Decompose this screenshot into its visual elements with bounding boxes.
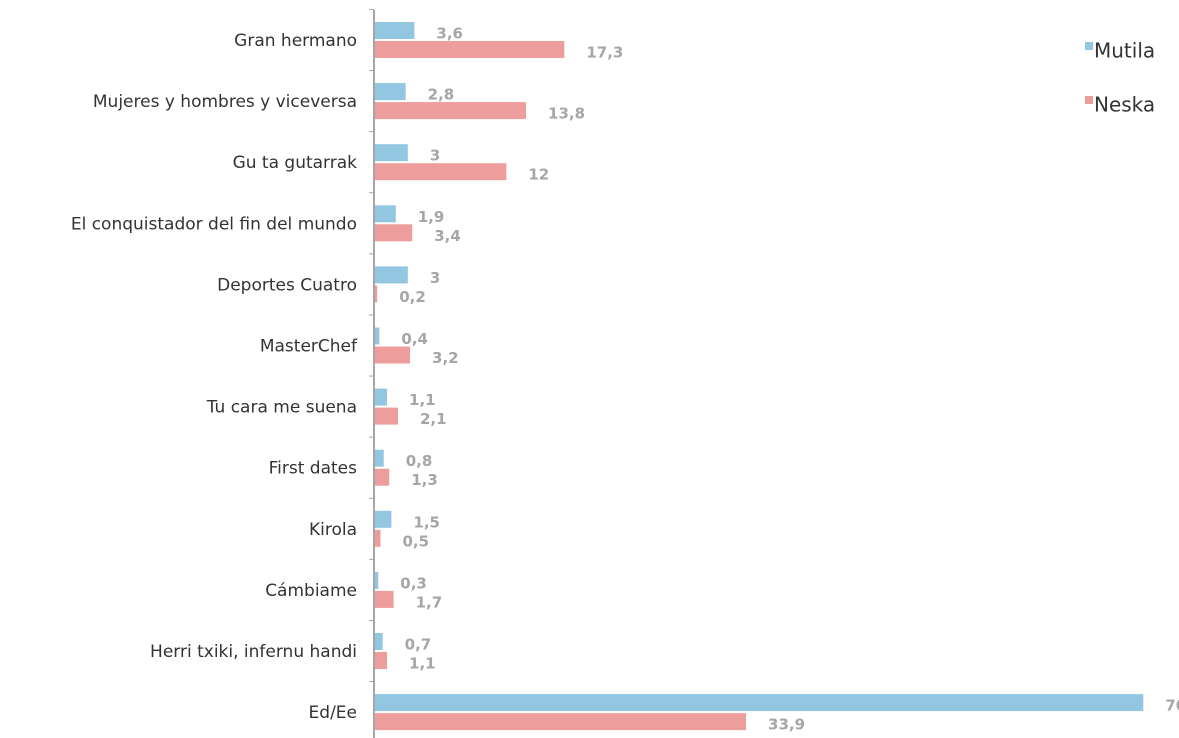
- value-label: 3: [430, 269, 440, 287]
- bar: [375, 407, 398, 425]
- value-label: 0,7: [405, 636, 432, 654]
- bar: [375, 224, 413, 242]
- legend-swatch: [1085, 96, 1093, 104]
- bar: [375, 327, 380, 345]
- bar: [375, 388, 388, 406]
- bar: [375, 266, 408, 284]
- category-label: Mujeres y hombres y viceversa: [93, 92, 357, 112]
- bar: [375, 163, 507, 181]
- value-label: 0,8: [406, 452, 433, 470]
- value-label: 1,7: [416, 593, 443, 611]
- legend-swatch: [1085, 42, 1093, 50]
- value-label: 1,1: [409, 655, 436, 673]
- bar: [375, 102, 527, 120]
- legend-label: Mutila: [1094, 39, 1155, 63]
- bar: [375, 590, 394, 608]
- value-label: 3,2: [432, 349, 459, 367]
- value-label: 3: [430, 147, 440, 165]
- category-label: Gran hermano: [234, 31, 357, 51]
- value-label: 1,3: [411, 471, 438, 489]
- bar: [375, 694, 1144, 712]
- category-label: Cámbiame: [265, 581, 357, 601]
- bar: [375, 205, 396, 223]
- bar: [375, 571, 379, 589]
- bar: [375, 652, 388, 669]
- bar: [375, 468, 390, 486]
- value-label: 0,2: [399, 288, 426, 306]
- category-label: Kirola: [309, 520, 357, 540]
- legend-label: Neska: [1094, 93, 1155, 117]
- value-label: 1,1: [409, 391, 436, 409]
- bar: [375, 633, 383, 650]
- category-label: Gu ta gutarrak: [233, 153, 358, 173]
- value-label: 0,4: [401, 330, 428, 348]
- value-label: 33,9: [768, 716, 805, 734]
- value-label: 13,8: [548, 105, 585, 123]
- bar: [375, 144, 408, 162]
- category-label: First dates: [269, 459, 358, 479]
- bar: [375, 449, 384, 467]
- bar: [375, 346, 411, 364]
- bar: [375, 510, 392, 528]
- category-label: Ed/Ee: [309, 703, 357, 723]
- bar: [375, 713, 747, 731]
- bar: [375, 83, 406, 101]
- value-label: 17,3: [586, 44, 623, 62]
- value-label: 0,3: [400, 574, 427, 592]
- category-label: Tu cara me suena: [206, 398, 357, 418]
- value-label: 0,5: [402, 532, 429, 550]
- category-label: El conquistador del fin del mundo: [71, 214, 357, 234]
- category-label: Herri txiki, infernu handi: [150, 642, 357, 662]
- value-label: 70,2: [1165, 697, 1179, 715]
- bar: [375, 41, 565, 58]
- bar: [375, 22, 415, 39]
- category-label: MasterChef: [260, 337, 358, 357]
- value-label: 3,6: [436, 25, 463, 43]
- bar: [375, 285, 378, 303]
- value-label: 2,1: [420, 410, 447, 428]
- value-label: 3,4: [434, 227, 461, 245]
- value-label: 1,5: [413, 513, 440, 531]
- category-label: Deportes Cuatro: [217, 275, 357, 295]
- value-label: 12: [528, 166, 549, 184]
- value-label: 1,9: [418, 208, 445, 226]
- value-label: 2,8: [428, 86, 455, 104]
- bar: [375, 529, 381, 547]
